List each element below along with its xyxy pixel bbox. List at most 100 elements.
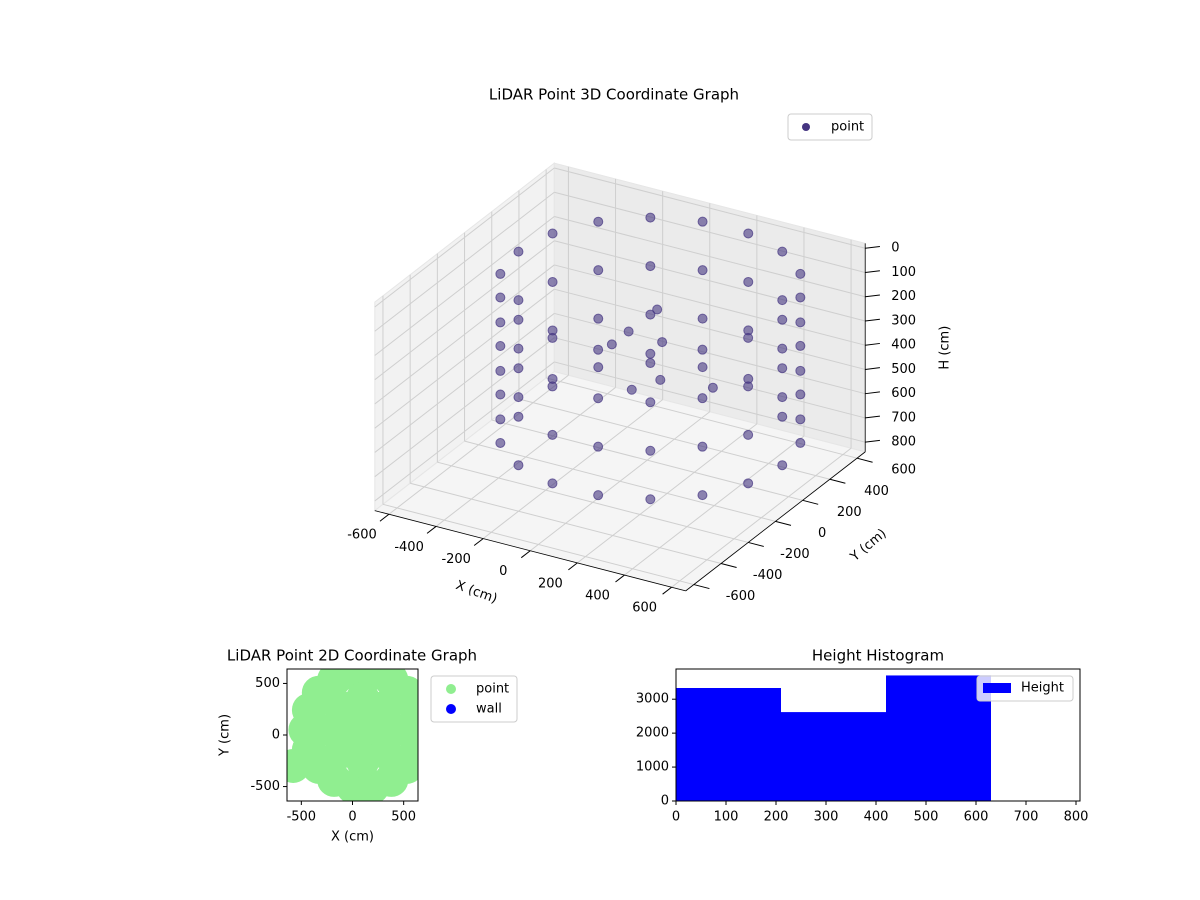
y-tick [720,563,737,568]
point [795,292,806,303]
point [697,490,708,501]
y-tick-label: 2000 [636,726,669,741]
x-tick-label: 200 [764,810,789,825]
point [623,326,634,337]
point [513,314,524,325]
point [547,276,558,287]
point [777,343,788,354]
y-tick-label: -200 [780,547,810,562]
grid-line [546,377,858,459]
point [795,365,806,376]
point [743,478,754,489]
point [777,314,788,325]
x-tick-label: 500 [914,810,939,825]
grid-line [554,337,866,419]
x-tick-label: 300 [814,810,839,825]
x-tick-label: 400 [864,810,889,825]
x-tick [426,526,437,534]
point [495,437,506,448]
z-tick-label: 600 [891,386,916,401]
point [777,295,788,306]
x-tick-label: -200 [441,552,471,567]
point [652,304,663,315]
grid-line [554,264,866,346]
point [697,216,708,227]
y-tick-label: 1000 [636,760,669,775]
y-tick [775,520,792,526]
grid-line [374,288,555,429]
point [777,411,788,422]
point [777,392,788,403]
z-tick [865,367,880,370]
point [345,712,380,747]
z-tick-label: 700 [891,410,916,425]
x-tick-label: -600 [347,528,377,543]
plot-area [287,669,418,801]
chart-title: LiDAR Point 3D Coordinate Graph [489,86,739,104]
z-tick [865,439,880,443]
x-tick [520,550,531,559]
point [743,276,754,287]
point [743,429,754,440]
grid-line [374,191,555,332]
z-tick-label: 0 [891,241,899,256]
point [513,295,524,306]
legend-marker [446,704,456,714]
legend-label: wall [476,702,502,717]
z-tick [865,294,880,298]
point [626,384,637,395]
point [606,339,617,350]
y-tick-label: -500 [250,779,280,794]
point [495,292,506,303]
x-tick-label: 500 [391,810,416,825]
point [777,246,788,257]
point [593,441,604,452]
axes-3d [373,162,880,595]
grid-line [554,215,866,298]
x-tick-label: 700 [1014,810,1039,825]
point [495,389,506,400]
point [697,344,708,355]
legend-label: Height [1021,681,1064,696]
point [645,309,656,320]
x-tick-label: -500 [287,810,317,825]
point [513,460,524,471]
point [547,381,558,392]
point [645,212,656,223]
y-tick-label: 200 [837,505,862,520]
point [795,414,806,425]
point [547,332,558,343]
y-axis-label: Y (cm) [218,714,233,757]
z-tick [865,245,880,249]
chart-title: LiDAR Point 2D Coordinate Graph [227,647,477,665]
grid-line [464,440,776,522]
chart-title: Height Histogram [812,647,944,665]
grid-line [374,216,555,356]
legend-marker [446,684,456,694]
z-tick [865,270,880,273]
point [777,460,788,471]
point [593,216,604,227]
z-tick-label: 100 [891,265,916,280]
legend-marker [983,683,1011,693]
x-tick-label: 600 [964,810,989,825]
y-tick [829,478,846,484]
grid-line [382,503,694,586]
z-tick [865,391,880,395]
point [743,381,754,392]
y-tick-label: 500 [255,676,280,691]
point [593,393,604,404]
z-tick-label: 200 [891,289,916,304]
grid-line [374,361,555,502]
point [495,268,506,279]
y-axis-label: Y (cm) [847,526,890,565]
z-tick-label: 800 [891,435,916,450]
y-tick-label: -600 [726,589,756,604]
y-tick-label: 3000 [636,692,669,707]
point [795,268,806,279]
point [593,265,604,276]
grid-line [554,312,866,395]
point [513,411,524,422]
